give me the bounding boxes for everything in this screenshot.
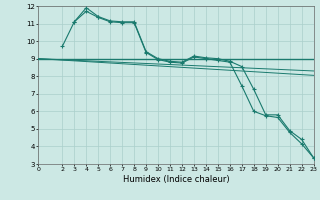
X-axis label: Humidex (Indice chaleur): Humidex (Indice chaleur) xyxy=(123,175,229,184)
